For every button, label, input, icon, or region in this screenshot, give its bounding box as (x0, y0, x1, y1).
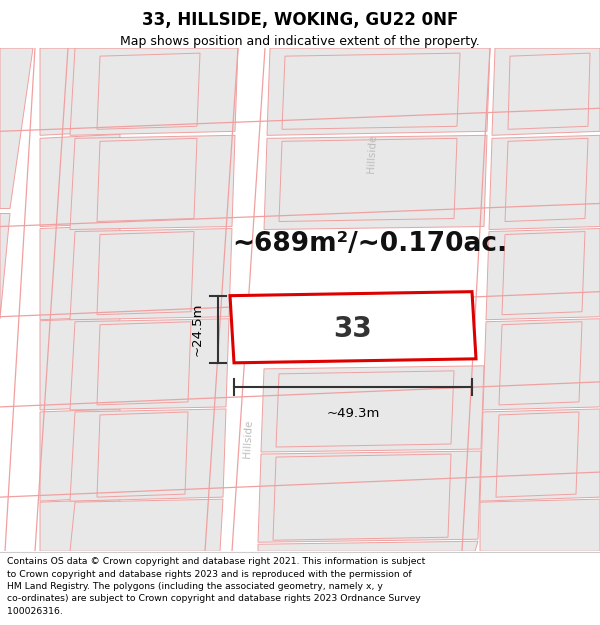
Polygon shape (499, 322, 582, 405)
Polygon shape (276, 371, 454, 447)
Polygon shape (40, 499, 120, 551)
Polygon shape (40, 48, 120, 136)
Text: Hillside: Hillside (366, 134, 378, 172)
Polygon shape (264, 136, 487, 229)
Polygon shape (97, 322, 191, 405)
Text: ~24.5m: ~24.5m (191, 302, 204, 356)
Text: Contains OS data © Crown copyright and database right 2021. This information is : Contains OS data © Crown copyright and d… (7, 557, 425, 566)
Polygon shape (230, 292, 476, 363)
Polygon shape (97, 231, 194, 315)
Text: Map shows position and indicative extent of the property.: Map shows position and indicative extent… (120, 34, 480, 48)
Polygon shape (70, 499, 223, 551)
Polygon shape (496, 412, 579, 497)
Polygon shape (480, 499, 600, 551)
Polygon shape (40, 318, 120, 410)
Text: 33: 33 (334, 315, 373, 343)
Polygon shape (97, 412, 188, 497)
Polygon shape (40, 226, 120, 320)
Polygon shape (492, 48, 600, 136)
Polygon shape (258, 451, 481, 542)
Text: ~49.3m: ~49.3m (326, 407, 380, 420)
Polygon shape (273, 454, 451, 540)
Polygon shape (489, 136, 600, 229)
Polygon shape (97, 53, 200, 129)
Text: 33, HILLSIDE, WOKING, GU22 0NF: 33, HILLSIDE, WOKING, GU22 0NF (142, 11, 458, 29)
Polygon shape (261, 366, 484, 452)
Polygon shape (70, 229, 232, 320)
Polygon shape (480, 409, 600, 501)
Text: ~689m²/~0.170ac.: ~689m²/~0.170ac. (232, 231, 508, 256)
Text: Hillside: Hillside (242, 419, 254, 458)
Polygon shape (40, 409, 120, 501)
Polygon shape (502, 231, 585, 315)
Text: co-ordinates) are subject to Crown copyright and database rights 2023 Ordnance S: co-ordinates) are subject to Crown copyr… (7, 594, 421, 603)
Polygon shape (70, 136, 235, 229)
Polygon shape (483, 319, 600, 410)
Polygon shape (70, 409, 226, 501)
Polygon shape (70, 319, 229, 410)
Polygon shape (0, 48, 33, 209)
Polygon shape (258, 541, 478, 551)
Text: to Crown copyright and database rights 2023 and is reproduced with the permissio: to Crown copyright and database rights 2… (7, 569, 412, 579)
Text: 100026316.: 100026316. (7, 607, 63, 616)
Polygon shape (282, 53, 460, 129)
Text: HM Land Registry. The polygons (including the associated geometry, namely x, y: HM Land Registry. The polygons (includin… (7, 582, 383, 591)
Polygon shape (486, 229, 600, 320)
Polygon shape (508, 53, 590, 129)
Polygon shape (267, 48, 490, 136)
Polygon shape (70, 48, 238, 136)
Polygon shape (279, 138, 457, 221)
Polygon shape (0, 214, 10, 319)
Polygon shape (505, 138, 588, 221)
Polygon shape (97, 138, 197, 221)
Polygon shape (40, 134, 120, 226)
